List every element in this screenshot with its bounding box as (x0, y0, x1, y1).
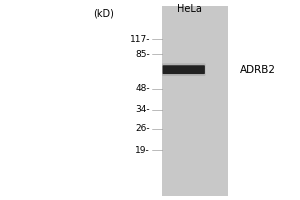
Text: 34-: 34- (135, 105, 150, 114)
Text: (kD): (kD) (93, 8, 114, 18)
Text: 26-: 26- (135, 124, 150, 133)
FancyBboxPatch shape (163, 65, 205, 74)
Text: ADRB2: ADRB2 (240, 65, 276, 75)
FancyBboxPatch shape (162, 63, 206, 76)
Text: 19-: 19- (135, 146, 150, 155)
Text: 85-: 85- (135, 50, 150, 59)
Text: HeLa: HeLa (177, 4, 201, 14)
Bar (162, 6, 228, 196)
Text: 117-: 117- (130, 35, 150, 44)
Text: 48-: 48- (135, 84, 150, 93)
